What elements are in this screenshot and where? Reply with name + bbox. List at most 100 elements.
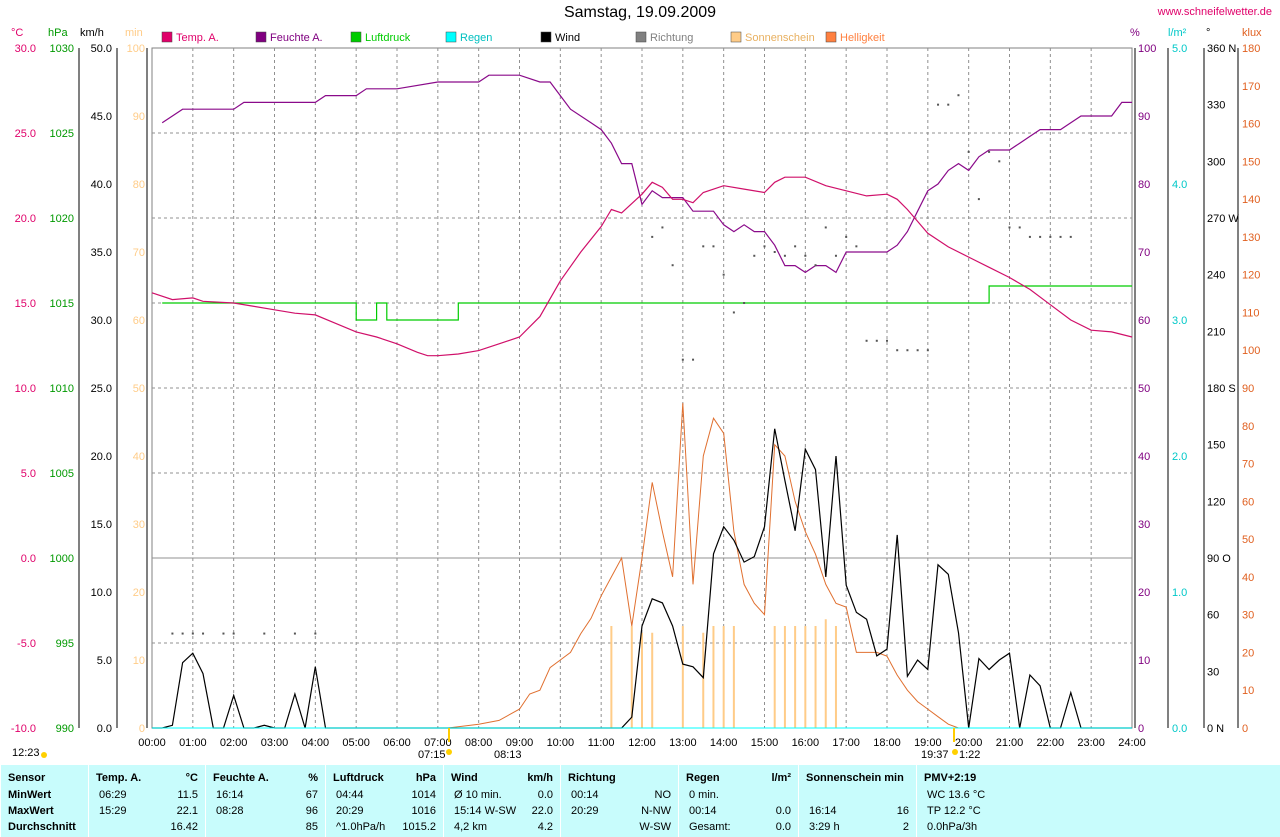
wind-axis-tick: 35.0: [91, 247, 112, 259]
stats-time: 16:14: [216, 789, 244, 801]
stats-value: 0.0: [775, 821, 791, 833]
stats-value: 1015.2: [402, 821, 436, 833]
stats-time: 4,2 km: [454, 821, 488, 833]
humidity-axis-tick: 90: [1138, 111, 1150, 123]
stats-value: 1014: [411, 789, 436, 801]
pressure-axis-tick: 1020: [50, 213, 74, 225]
humidity-line: [161, 74, 1132, 274]
brightness-axis-tick: 150: [1242, 156, 1260, 168]
stats-header: Feuchte A.: [213, 772, 269, 784]
stats-time: 04:44: [336, 789, 364, 801]
stats-column: Regen l/m² 0 min. 00:14 0.0 Gesamt: 0.0: [678, 765, 799, 837]
stats-time: ^1.0hPa/h: [336, 821, 386, 833]
legend-swatch: [350, 31, 362, 43]
direction-point: [191, 632, 194, 635]
direction-point: [814, 264, 817, 267]
x-axis-tick: 20:00: [955, 737, 983, 749]
direction-point: [1059, 235, 1062, 238]
sunshine-axis-tick: 0: [139, 723, 145, 735]
direction-point: [824, 226, 827, 229]
sunrise-icon: [446, 749, 452, 755]
humidity-axis-tick: 20: [1138, 587, 1150, 599]
sunset-mark-label: 1:22: [959, 749, 980, 761]
direction-point: [293, 632, 296, 635]
direction-axis-tick: 120: [1207, 496, 1225, 508]
direction-point: [171, 632, 174, 635]
direction-point: [314, 632, 317, 635]
x-axis-tick: 07:00: [424, 737, 452, 749]
stats-time: 0.0hPa/3h: [927, 821, 978, 833]
stats-column: Richtung 00:14 NO 20:29 N-NW W-SW: [560, 765, 679, 837]
brightness-axis-tick: 60: [1242, 496, 1254, 508]
stats-column: Temp. A. °C 06:29 11.5 15:29 22.1 16.42: [88, 765, 206, 837]
legend-swatch: [161, 31, 173, 43]
pressure-axis-tick: 990: [56, 723, 74, 735]
stats-column: PMV+2:19 WC 13.6 °C TP 12.2 °C 0.0hPa/3h: [916, 765, 1031, 837]
stats-column: Luftdruck hPa 04:44 1014 20:29 1016 ^1.0hPa/h 1…: [325, 765, 444, 837]
sunshine-axis-tick: 40: [133, 451, 145, 463]
stats-header: Temp. A.: [96, 772, 142, 784]
humidity-axis-tick: 80: [1138, 179, 1150, 191]
stats-time: TP 12.2 °C: [927, 805, 981, 817]
pressure-axis-tick: 1015: [50, 298, 74, 310]
brightness-axis-tick: 160: [1242, 119, 1260, 131]
temperature-axis-tick: -5.0: [17, 638, 36, 650]
stats-value: 0.0: [537, 789, 553, 801]
stats-time: 06:29: [99, 789, 127, 801]
x-axis-tick: 03:00: [261, 737, 289, 749]
stats-value: 96: [305, 805, 318, 817]
stats-value: 67: [305, 789, 318, 801]
sunshine-axis-tick: 10: [133, 655, 145, 667]
brightness-axis-tick: 180: [1242, 43, 1260, 55]
legend-label: Helligkeit: [840, 32, 885, 44]
direction-point: [1049, 235, 1052, 238]
stats-time: Ø 10 min.: [454, 789, 502, 801]
x-axis-tick: 16:00: [792, 737, 820, 749]
stats-value: 1016: [411, 805, 436, 817]
wind-axis-tick: 5.0: [97, 655, 112, 667]
stats-unit: %: [308, 772, 318, 784]
direction-axis-tick: 210: [1207, 326, 1225, 338]
legend-label: Feuchte A.: [270, 32, 323, 44]
sunshine-axis-tick: 80: [133, 179, 145, 191]
x-axis-tick: 13:00: [669, 737, 697, 749]
wind-axis-tick: 50.0: [91, 43, 112, 55]
brightness-axis-tick: 90: [1242, 383, 1254, 395]
stats-column: Sonnenschein min 16:14 16 3:29 h 2: [798, 765, 917, 837]
legend-swatch: [825, 31, 837, 43]
brightness-axis-tick: 0: [1242, 723, 1248, 735]
stats-unit: hPa: [415, 772, 436, 784]
direction-axis-tick: 300: [1207, 156, 1225, 168]
temperature-axis-tick: 5.0: [21, 468, 36, 480]
direction-point: [896, 349, 899, 352]
wind-axis-tick: 10.0: [91, 587, 112, 599]
wind-axis-tick: 45.0: [91, 111, 112, 123]
temperature-axis-tick: 20.0: [15, 213, 36, 225]
wind-axis-tick: 15.0: [91, 519, 112, 531]
site-url[interactable]: www.schneifelwetter.de: [1157, 6, 1272, 18]
direction-point: [926, 349, 929, 352]
humidity-axis-tick: 60: [1138, 315, 1150, 327]
temperature-axis-tick: 25.0: [15, 128, 36, 140]
x-axis-tick: 04:00: [302, 737, 330, 749]
sunset-icon: [952, 749, 958, 755]
stats-time: 20:29: [336, 805, 364, 817]
pressure-axis-tick: 1000: [50, 553, 74, 565]
brightness-axis-tick: 140: [1242, 194, 1260, 206]
direction-point: [263, 632, 266, 635]
x-axis-tick: 21:00: [996, 737, 1024, 749]
humidity-axis-tick: 40: [1138, 451, 1150, 463]
brightness-axis-tick: 70: [1242, 459, 1254, 471]
humidity-axis-tick: 50: [1138, 383, 1150, 395]
rain-axis-tick: 3.0: [1172, 315, 1187, 327]
rain-axis-tick: 0.0: [1172, 723, 1187, 735]
direction-point: [967, 150, 970, 153]
legend-label: Wind: [555, 32, 580, 44]
direction-point: [875, 339, 878, 342]
brightness-axis-tick: 120: [1242, 270, 1260, 282]
direction-point: [712, 245, 715, 248]
direction-point: [702, 245, 705, 248]
direction-point: [916, 349, 919, 352]
direction-point: [957, 94, 960, 97]
direction-point: [886, 339, 888, 342]
